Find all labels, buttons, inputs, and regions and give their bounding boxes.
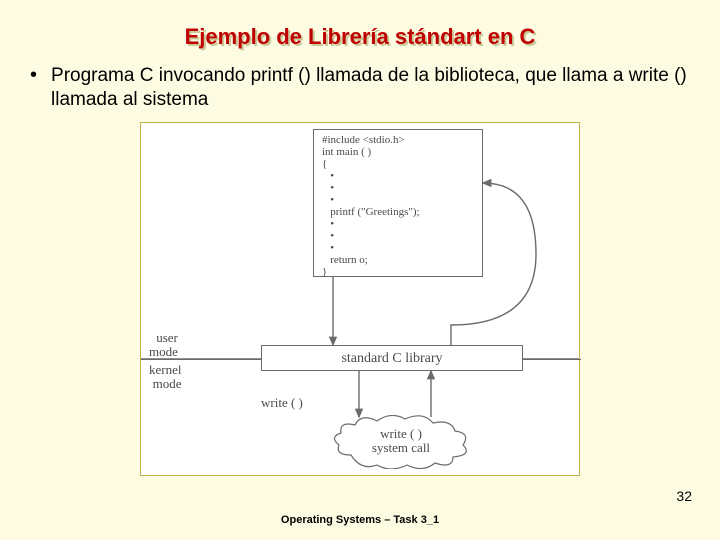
code-line: { — [322, 158, 474, 170]
code-line: #include <stdio.h> — [322, 134, 474, 146]
code-line: • — [322, 218, 474, 230]
code-line: • — [322, 242, 474, 254]
bullet-marker: • — [30, 64, 51, 86]
standard-c-library-box: standard C library — [261, 345, 523, 371]
slide: Ejemplo de Librería stándart en C • Prog… — [0, 0, 720, 540]
write-label: write ( ) — [261, 395, 303, 411]
user-mode-label: user mode — [149, 331, 178, 360]
code-line: • — [322, 170, 474, 182]
diagram-frame: #include <stdio.h>int main ( ){ • • • pr… — [140, 122, 580, 476]
syscall-cloud: write ( ) system call — [331, 415, 471, 469]
code-line: • — [322, 230, 474, 242]
code-line: printf ("Greetings"); — [322, 206, 474, 218]
code-line: } — [322, 266, 474, 278]
page-title: Ejemplo de Librería stándart en C — [0, 0, 720, 58]
code-line: • — [322, 182, 474, 194]
kernel-mode-label: kernel mode — [149, 363, 181, 392]
bullet-item: • Programa C invocando printf () llamada… — [0, 58, 720, 112]
code-line: • — [322, 194, 474, 206]
lib-label: standard C library — [341, 351, 442, 366]
footer-text: Operating Systems – Task 3_1 — [0, 514, 720, 526]
code-line: int main ( ) — [322, 146, 474, 158]
page-number: 32 — [676, 488, 692, 504]
code-box: #include <stdio.h>int main ( ){ • • • pr… — [313, 129, 483, 277]
bullet-text: Programa C invocando printf () llamada d… — [51, 64, 690, 112]
cloud-line1: write ( ) — [331, 427, 471, 442]
diagram: #include <stdio.h>int main ( ){ • • • pr… — [141, 123, 579, 475]
code-line: return o; — [322, 254, 474, 266]
cloud-text: write ( ) system call — [331, 427, 471, 457]
cloud-line2: system call — [331, 441, 471, 456]
